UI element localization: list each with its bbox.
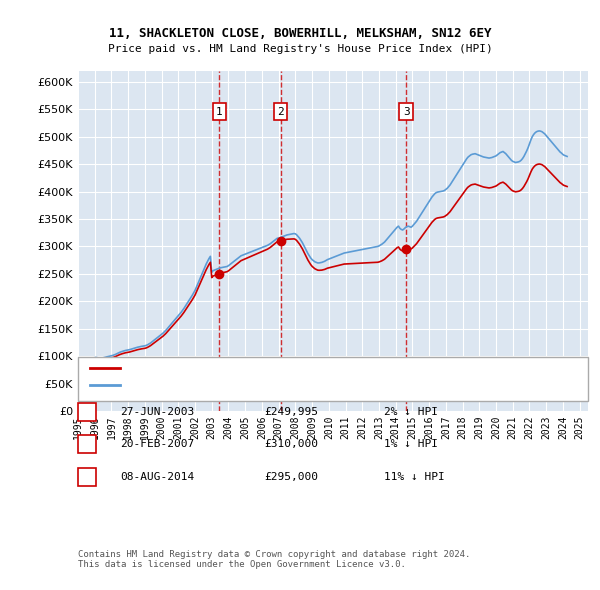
Text: £310,000: £310,000 xyxy=(264,440,318,449)
Text: 1% ↓ HPI: 1% ↓ HPI xyxy=(384,440,438,449)
Text: 27-JUN-2003: 27-JUN-2003 xyxy=(120,407,194,417)
Text: Contains HM Land Registry data © Crown copyright and database right 2024.
This d: Contains HM Land Registry data © Crown c… xyxy=(78,550,470,569)
Text: 11, SHACKLETON CLOSE, BOWERHILL, MELKSHAM, SN12 6EY (detached house): 11, SHACKLETON CLOSE, BOWERHILL, MELKSHA… xyxy=(126,363,526,372)
Text: £295,000: £295,000 xyxy=(264,472,318,481)
Text: HPI: Average price, detached house, Wiltshire: HPI: Average price, detached house, Wilt… xyxy=(126,381,391,390)
Text: 2: 2 xyxy=(277,107,284,117)
Text: 1: 1 xyxy=(216,107,223,117)
Text: 08-AUG-2014: 08-AUG-2014 xyxy=(120,472,194,481)
Text: 20-FEB-2007: 20-FEB-2007 xyxy=(120,440,194,449)
Text: 2: 2 xyxy=(83,440,91,449)
Text: 11% ↓ HPI: 11% ↓ HPI xyxy=(384,472,445,481)
Text: £249,995: £249,995 xyxy=(264,407,318,417)
Text: 2% ↓ HPI: 2% ↓ HPI xyxy=(384,407,438,417)
Text: 11, SHACKLETON CLOSE, BOWERHILL, MELKSHAM, SN12 6EY: 11, SHACKLETON CLOSE, BOWERHILL, MELKSHA… xyxy=(109,27,491,40)
Text: 3: 3 xyxy=(403,107,410,117)
Text: 1: 1 xyxy=(83,407,91,417)
Text: Price paid vs. HM Land Registry's House Price Index (HPI): Price paid vs. HM Land Registry's House … xyxy=(107,44,493,54)
Text: 3: 3 xyxy=(83,472,91,481)
